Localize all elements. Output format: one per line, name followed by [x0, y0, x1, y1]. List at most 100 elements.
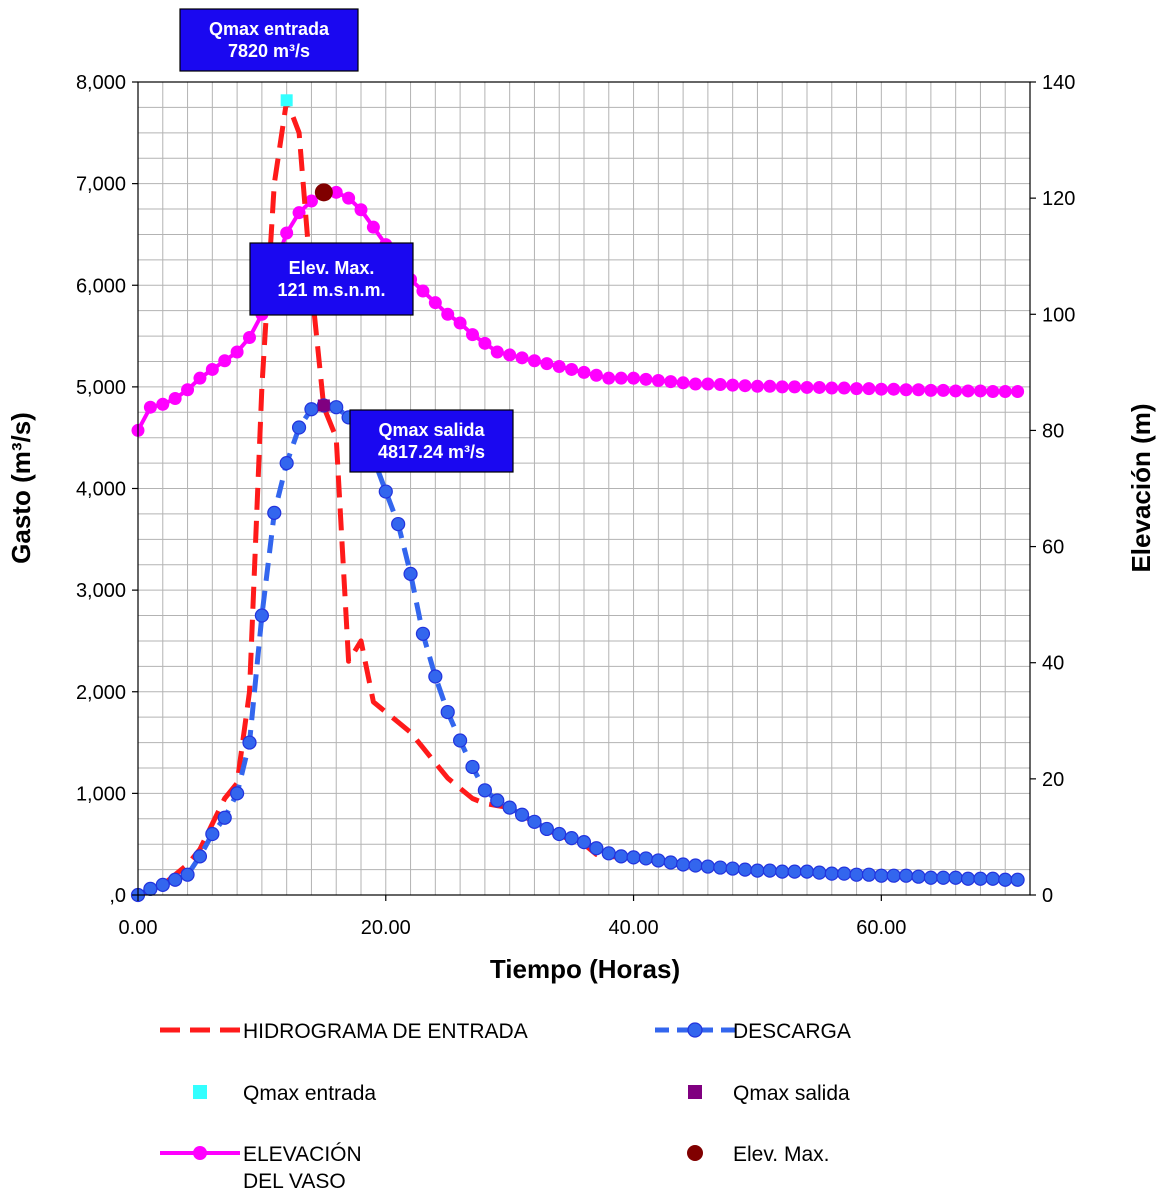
discharge-point: [453, 733, 468, 748]
elevation-point: [701, 377, 715, 391]
elevation-point: [342, 191, 356, 205]
legend-swatch: [193, 1085, 207, 1099]
elevation-point: [205, 362, 219, 376]
elevation-point: [664, 375, 678, 389]
axes: ,0 1,000 2,000 3,000 4,000 5,000 6,000 7,000 8,0…: [76, 72, 1075, 939]
legend-swatch-marker: [193, 1146, 207, 1160]
discharge-point: [564, 830, 579, 846]
elevation-point: [689, 377, 702, 391]
legend-label: DESCARGA: [733, 1020, 851, 1043]
elevation-point: [825, 381, 839, 395]
x-axis-title: Tiempo (Horas): [490, 954, 680, 984]
elevation-point: [899, 383, 913, 397]
annotation-text: 7820 m³/s: [228, 41, 310, 61]
discharge-point: [502, 800, 517, 815]
discharge-point: [762, 863, 777, 878]
discharge-point: [428, 669, 443, 684]
elevation-point: [949, 384, 963, 398]
elevation-point: [850, 382, 864, 396]
discharge-point: [725, 861, 740, 876]
discharge-point: [886, 868, 901, 883]
discharge-point: [304, 402, 319, 417]
legend-swatch: [687, 1145, 703, 1161]
discharge-point: [576, 835, 592, 850]
discharge-point: [985, 871, 1000, 886]
elevation-point: [738, 379, 752, 393]
x-tick-label: 40.00: [609, 917, 659, 939]
elevation-point: [775, 380, 789, 394]
discharge-point: [168, 872, 183, 887]
y-tick-label: 7,000: [76, 174, 126, 196]
discharge-point: [415, 626, 431, 641]
elevation-point: [936, 383, 950, 397]
y2-tick-label: 20: [1042, 769, 1064, 791]
discharge-point: [837, 866, 852, 881]
discharge-point: [626, 850, 641, 865]
discharge-point: [527, 814, 542, 829]
discharge-point: [180, 867, 195, 882]
legend-label: DEL VASO: [243, 1170, 346, 1193]
discharge-point: [638, 851, 654, 866]
elevation-point: [366, 220, 380, 234]
discharge-point: [799, 864, 815, 879]
y-tick-label: 4,000: [76, 479, 126, 501]
elevation-point: [527, 354, 541, 368]
elevation-point: [156, 397, 170, 411]
elevation-point: [565, 362, 579, 376]
discharge-point: [663, 855, 678, 870]
elevation-point: [998, 385, 1012, 399]
elevation-point: [515, 351, 529, 365]
legend-entry: ELEVACIÓN DEL VASO: [160, 1143, 362, 1193]
y-tick-label: 1,000: [76, 783, 126, 805]
discharge-point: [539, 821, 554, 837]
y2-tick-label: 100: [1042, 304, 1075, 326]
elevation-point: [750, 379, 764, 393]
legend-entry: Qmax salida: [688, 1082, 850, 1105]
annotation-elev-max: Elev. Max.121 m.s.n.m.: [249, 242, 414, 316]
elevation-point: [887, 382, 901, 396]
elevation-point: [181, 383, 195, 397]
elevation-point: [726, 378, 740, 392]
elevation-point: [837, 381, 851, 395]
elevation-point: [812, 380, 826, 394]
discharge-point: [911, 869, 926, 884]
elevation-point: [713, 378, 727, 392]
y2-tick-label: 40: [1042, 653, 1064, 675]
annotation-text: 4817.24 m³/s: [378, 442, 485, 462]
elevation-point: [973, 384, 987, 398]
elevation-point: [651, 373, 665, 387]
legend-entry: Elev. Max.: [687, 1143, 829, 1166]
discharge-point: [651, 853, 666, 868]
elevation-point: [329, 185, 343, 199]
discharge-point: [750, 863, 765, 878]
y2-axis-title: Elevación (m): [1126, 403, 1156, 572]
y-tick-label: 5,000: [76, 377, 126, 399]
elevation-point: [602, 371, 616, 385]
discharge-point: [688, 858, 703, 873]
elevation-point: [280, 226, 294, 240]
annotation-box: [249, 242, 414, 316]
x-tick-label: 0.00: [119, 917, 158, 939]
discharge-point: [514, 807, 530, 822]
discharge-point: [155, 877, 170, 892]
discharge-point: [700, 859, 715, 874]
x-tick-label: 60.00: [856, 917, 906, 939]
elevation-point: [428, 296, 442, 310]
y2-tick-label: 0: [1042, 885, 1053, 907]
discharge-point: [960, 871, 976, 886]
legend-swatch: [688, 1085, 702, 1099]
discharge-point: [378, 484, 393, 499]
discharge-point: [391, 516, 406, 532]
elevation-point: [986, 385, 1000, 399]
elevation-point: [800, 380, 814, 394]
elevation-point: [490, 345, 504, 359]
legend-entry: Qmax entrada: [193, 1082, 376, 1105]
discharge-point: [676, 857, 691, 872]
discharge-point: [291, 420, 307, 435]
discharge-point: [465, 759, 480, 775]
elevation-point: [788, 380, 802, 394]
discharge-point: [552, 826, 567, 842]
